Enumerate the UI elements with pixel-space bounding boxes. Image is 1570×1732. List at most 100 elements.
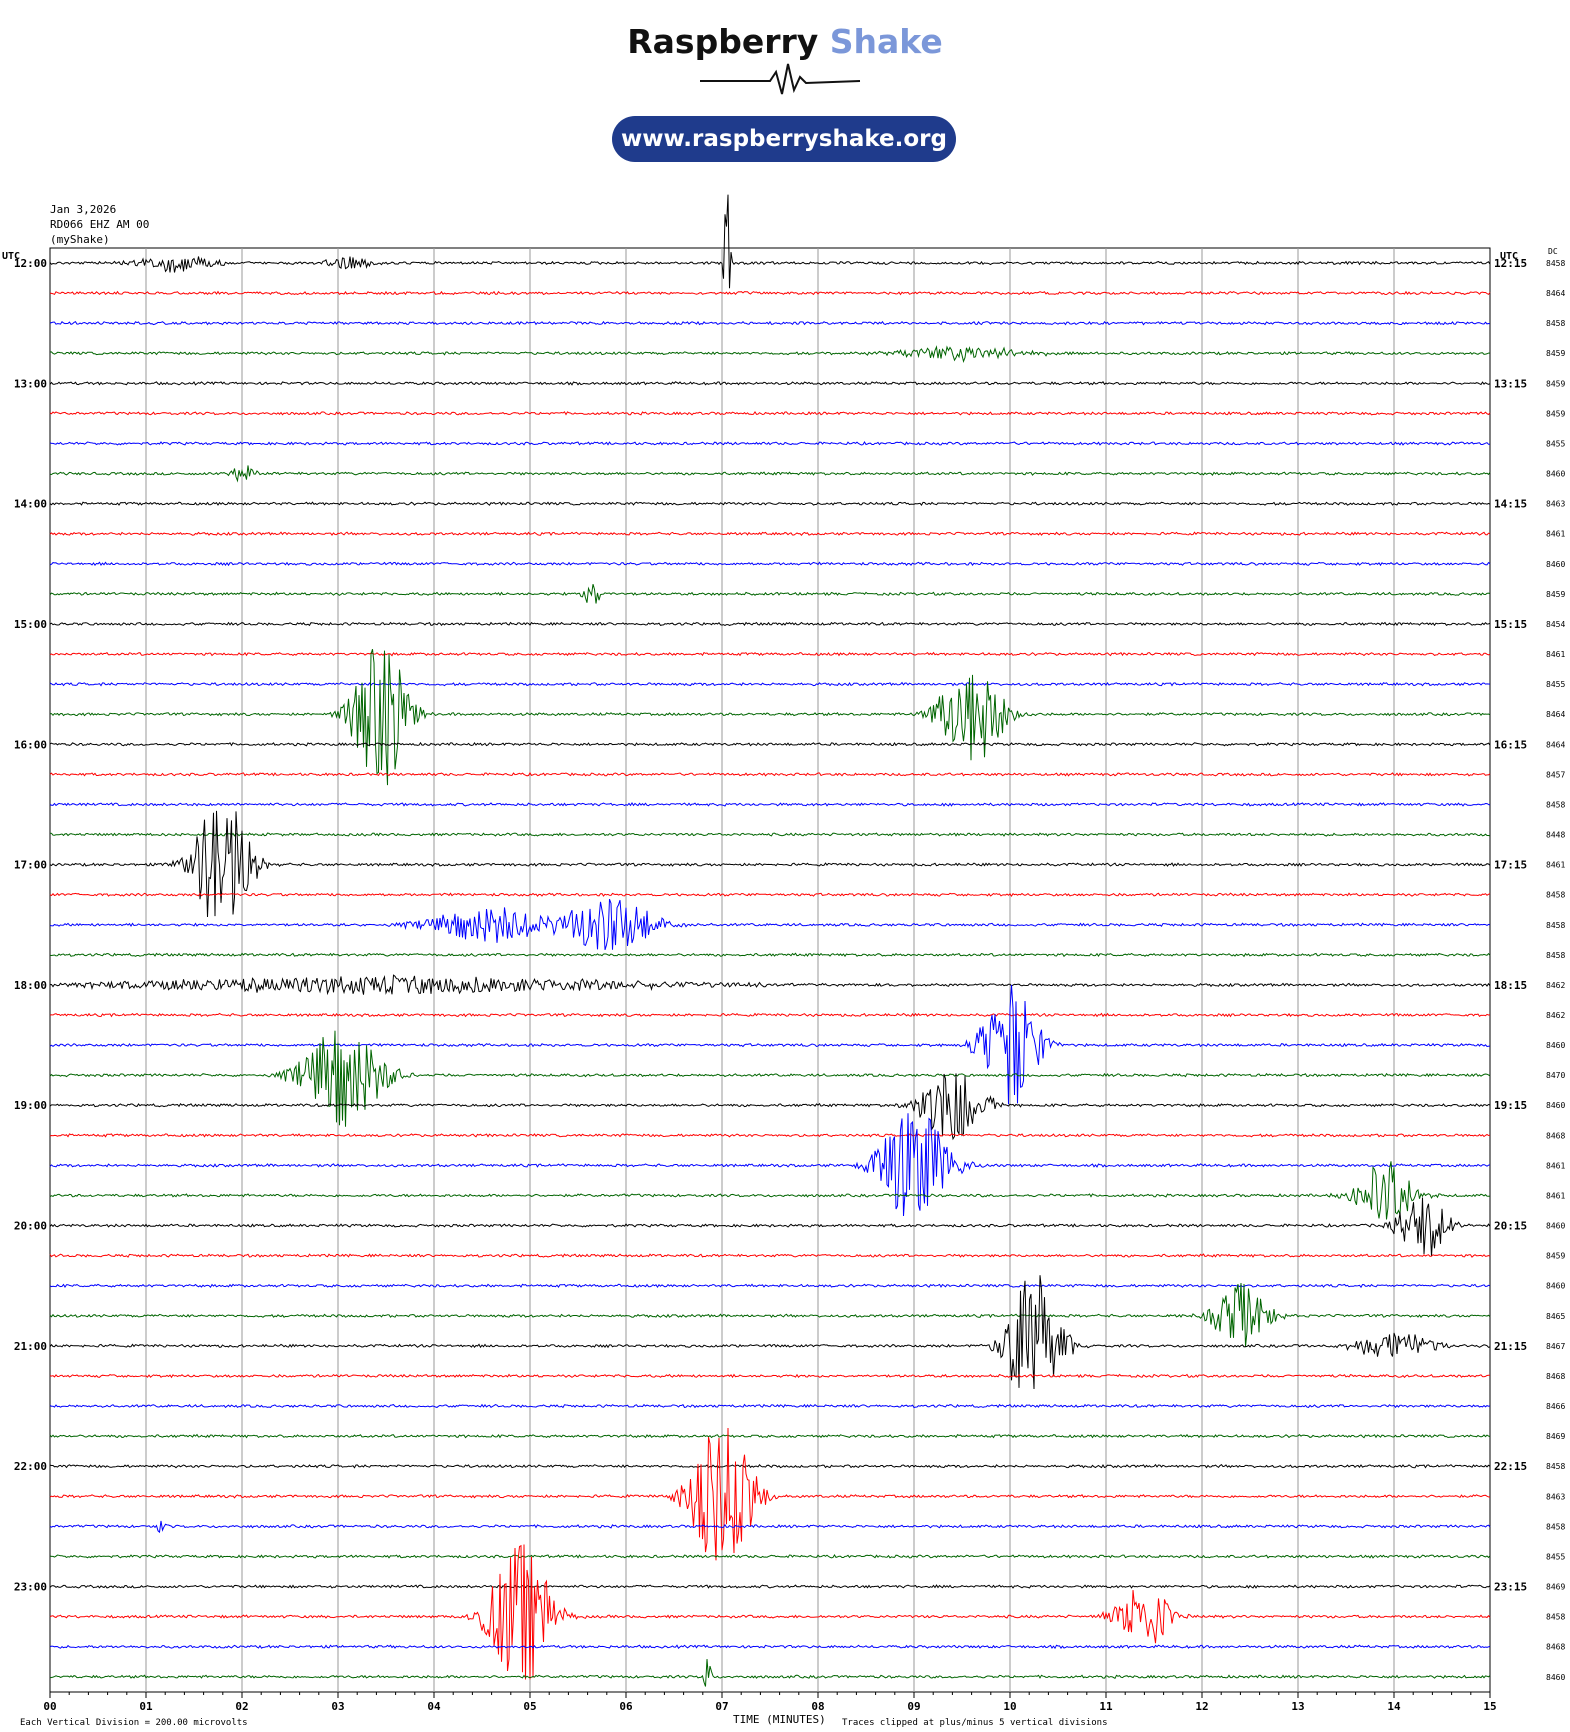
x-tick-label: 12: [1195, 1700, 1208, 1713]
dc-value-label: 8462: [1546, 1011, 1565, 1020]
trace-line: [49, 1113, 1491, 1217]
trace-line: [49, 1253, 1491, 1258]
dc-value-label: 8458: [1546, 1522, 1565, 1531]
trace-line: [49, 1012, 1491, 1018]
dc-value-label: 8458: [1546, 891, 1565, 900]
clipping-note: Traces clipped at plus/minus 5 vertical …: [842, 1718, 1108, 1728]
left-hour-label: 16:00: [14, 738, 47, 751]
dc-value-label: 8468: [1546, 1131, 1565, 1140]
trace-line: [49, 1554, 1491, 1559]
right-hour-label: 14:15: [1494, 498, 1527, 511]
dc-value-label: 8470: [1546, 1071, 1565, 1080]
trace-line: [49, 465, 1491, 483]
x-tick-label: 15: [1483, 1700, 1496, 1713]
trace-line: [49, 441, 1490, 446]
trace-line: [49, 741, 1491, 747]
left-hour-label: 13:00: [14, 377, 47, 390]
right-hour-label: 13:15: [1494, 377, 1527, 390]
right-hour-label: 23:15: [1494, 1581, 1527, 1594]
x-tick-label: 10: [1003, 1700, 1016, 1713]
left-hour-label: 22:00: [14, 1460, 47, 1473]
logo-title: Raspberry Shake: [0, 22, 1570, 61]
left-hour-label: 17:00: [14, 859, 47, 872]
trace-line: [49, 1433, 1491, 1439]
dc-value-label: 8454: [1546, 620, 1565, 629]
trace-line: [49, 1030, 1491, 1127]
right-hour-label: 22:15: [1494, 1460, 1527, 1473]
dc-value-label: 8461: [1546, 650, 1565, 659]
dc-value-label: 8468: [1546, 1643, 1565, 1652]
logo-title-light: Shake: [829, 22, 943, 61]
left-hour-label: 21:00: [14, 1340, 47, 1353]
dc-value-label: 8455: [1546, 1552, 1565, 1561]
trace-line: [49, 561, 1491, 567]
seismograph-wave-icon: [700, 63, 861, 95]
left-hour-label: 15:00: [14, 618, 47, 631]
dc-value-label: 8460: [1546, 1222, 1565, 1231]
trace-line: [49, 1659, 1491, 1687]
x-tick-label: 00: [43, 1700, 56, 1713]
right-hour-label: 16:15: [1494, 738, 1527, 751]
right-hour-label: 15:15: [1494, 618, 1527, 631]
x-tick-label: 11: [1099, 1700, 1113, 1713]
x-tick-label: 14: [1387, 1700, 1401, 1713]
left-hour-label: 14:00: [14, 498, 47, 511]
dc-value-label: 8461: [1546, 530, 1565, 539]
trace-line: [49, 974, 1491, 996]
dc-value-label: 8464: [1546, 289, 1565, 298]
trace-line: [49, 802, 1491, 807]
left-hour-label: 20:00: [14, 1220, 47, 1233]
dc-value-label: 8455: [1546, 439, 1565, 448]
dc-value-label: 8459: [1546, 590, 1565, 599]
trace-line: [49, 899, 1491, 951]
dc-value-label: 8460: [1546, 560, 1565, 569]
trace-line: [49, 1133, 1491, 1138]
x-tick-label: 13: [1291, 1700, 1304, 1713]
dc-value-label: 8467: [1546, 1342, 1565, 1351]
dc-value-label: 8459: [1546, 349, 1565, 358]
trace-line: [49, 194, 1491, 289]
dc-value-label: 8460: [1546, 470, 1565, 479]
trace-line: [49, 1427, 1491, 1561]
right-hour-label: 18:15: [1494, 979, 1527, 992]
trace-line: [49, 1073, 1491, 1141]
dc-value-label: 8460: [1546, 1041, 1565, 1050]
trace-line: [49, 1197, 1491, 1257]
dc-value-label: 8468: [1546, 1372, 1565, 1381]
trace-line: [49, 681, 1491, 687]
trace-line: [49, 810, 1491, 918]
x-tick-label: 02: [235, 1700, 248, 1713]
trace-line: [49, 1275, 1491, 1390]
dc-value-label: 8458: [1546, 319, 1565, 328]
dc-value-label: 8462: [1546, 981, 1565, 990]
trace-line: [49, 501, 1491, 506]
dc-value-label: 8459: [1546, 379, 1565, 388]
record-date: Jan 3,2026: [50, 203, 117, 216]
raspberry-shake-logo: Raspberry Shake www.raspberryshake.org: [0, 0, 1570, 200]
left-hour-label: 12:00: [14, 257, 47, 270]
network-name: (myShake): [50, 233, 110, 246]
trace-line: [49, 381, 1491, 386]
left-hour-label: 19:00: [14, 1099, 47, 1112]
dc-value-label: 8455: [1546, 680, 1565, 689]
dc-value-label: 8469: [1546, 1432, 1565, 1441]
right-hour-label: 17:15: [1494, 859, 1527, 872]
dc-value-label: 8466: [1546, 1402, 1565, 1411]
trace-line: [49, 1403, 1491, 1409]
trace-line: [49, 1644, 1491, 1650]
trace-line: [49, 320, 1491, 326]
plot-frame: [49, 247, 1491, 1693]
website-url-badge[interactable]: www.raspberryshake.org: [612, 116, 956, 162]
trace-line: [49, 410, 1491, 416]
trace-line: [49, 531, 1491, 537]
trace-line: [49, 1520, 1491, 1534]
trace-line: [49, 984, 1491, 1105]
trace-line: [49, 621, 1491, 627]
trace-line: [49, 1463, 1491, 1469]
dc-value-label: 8457: [1546, 770, 1565, 779]
dc-value-label: 8458: [1546, 1462, 1565, 1471]
dc-value-label: 8461: [1546, 861, 1565, 870]
x-tick-label: 06: [619, 1700, 633, 1713]
trace-line: [49, 290, 1491, 296]
